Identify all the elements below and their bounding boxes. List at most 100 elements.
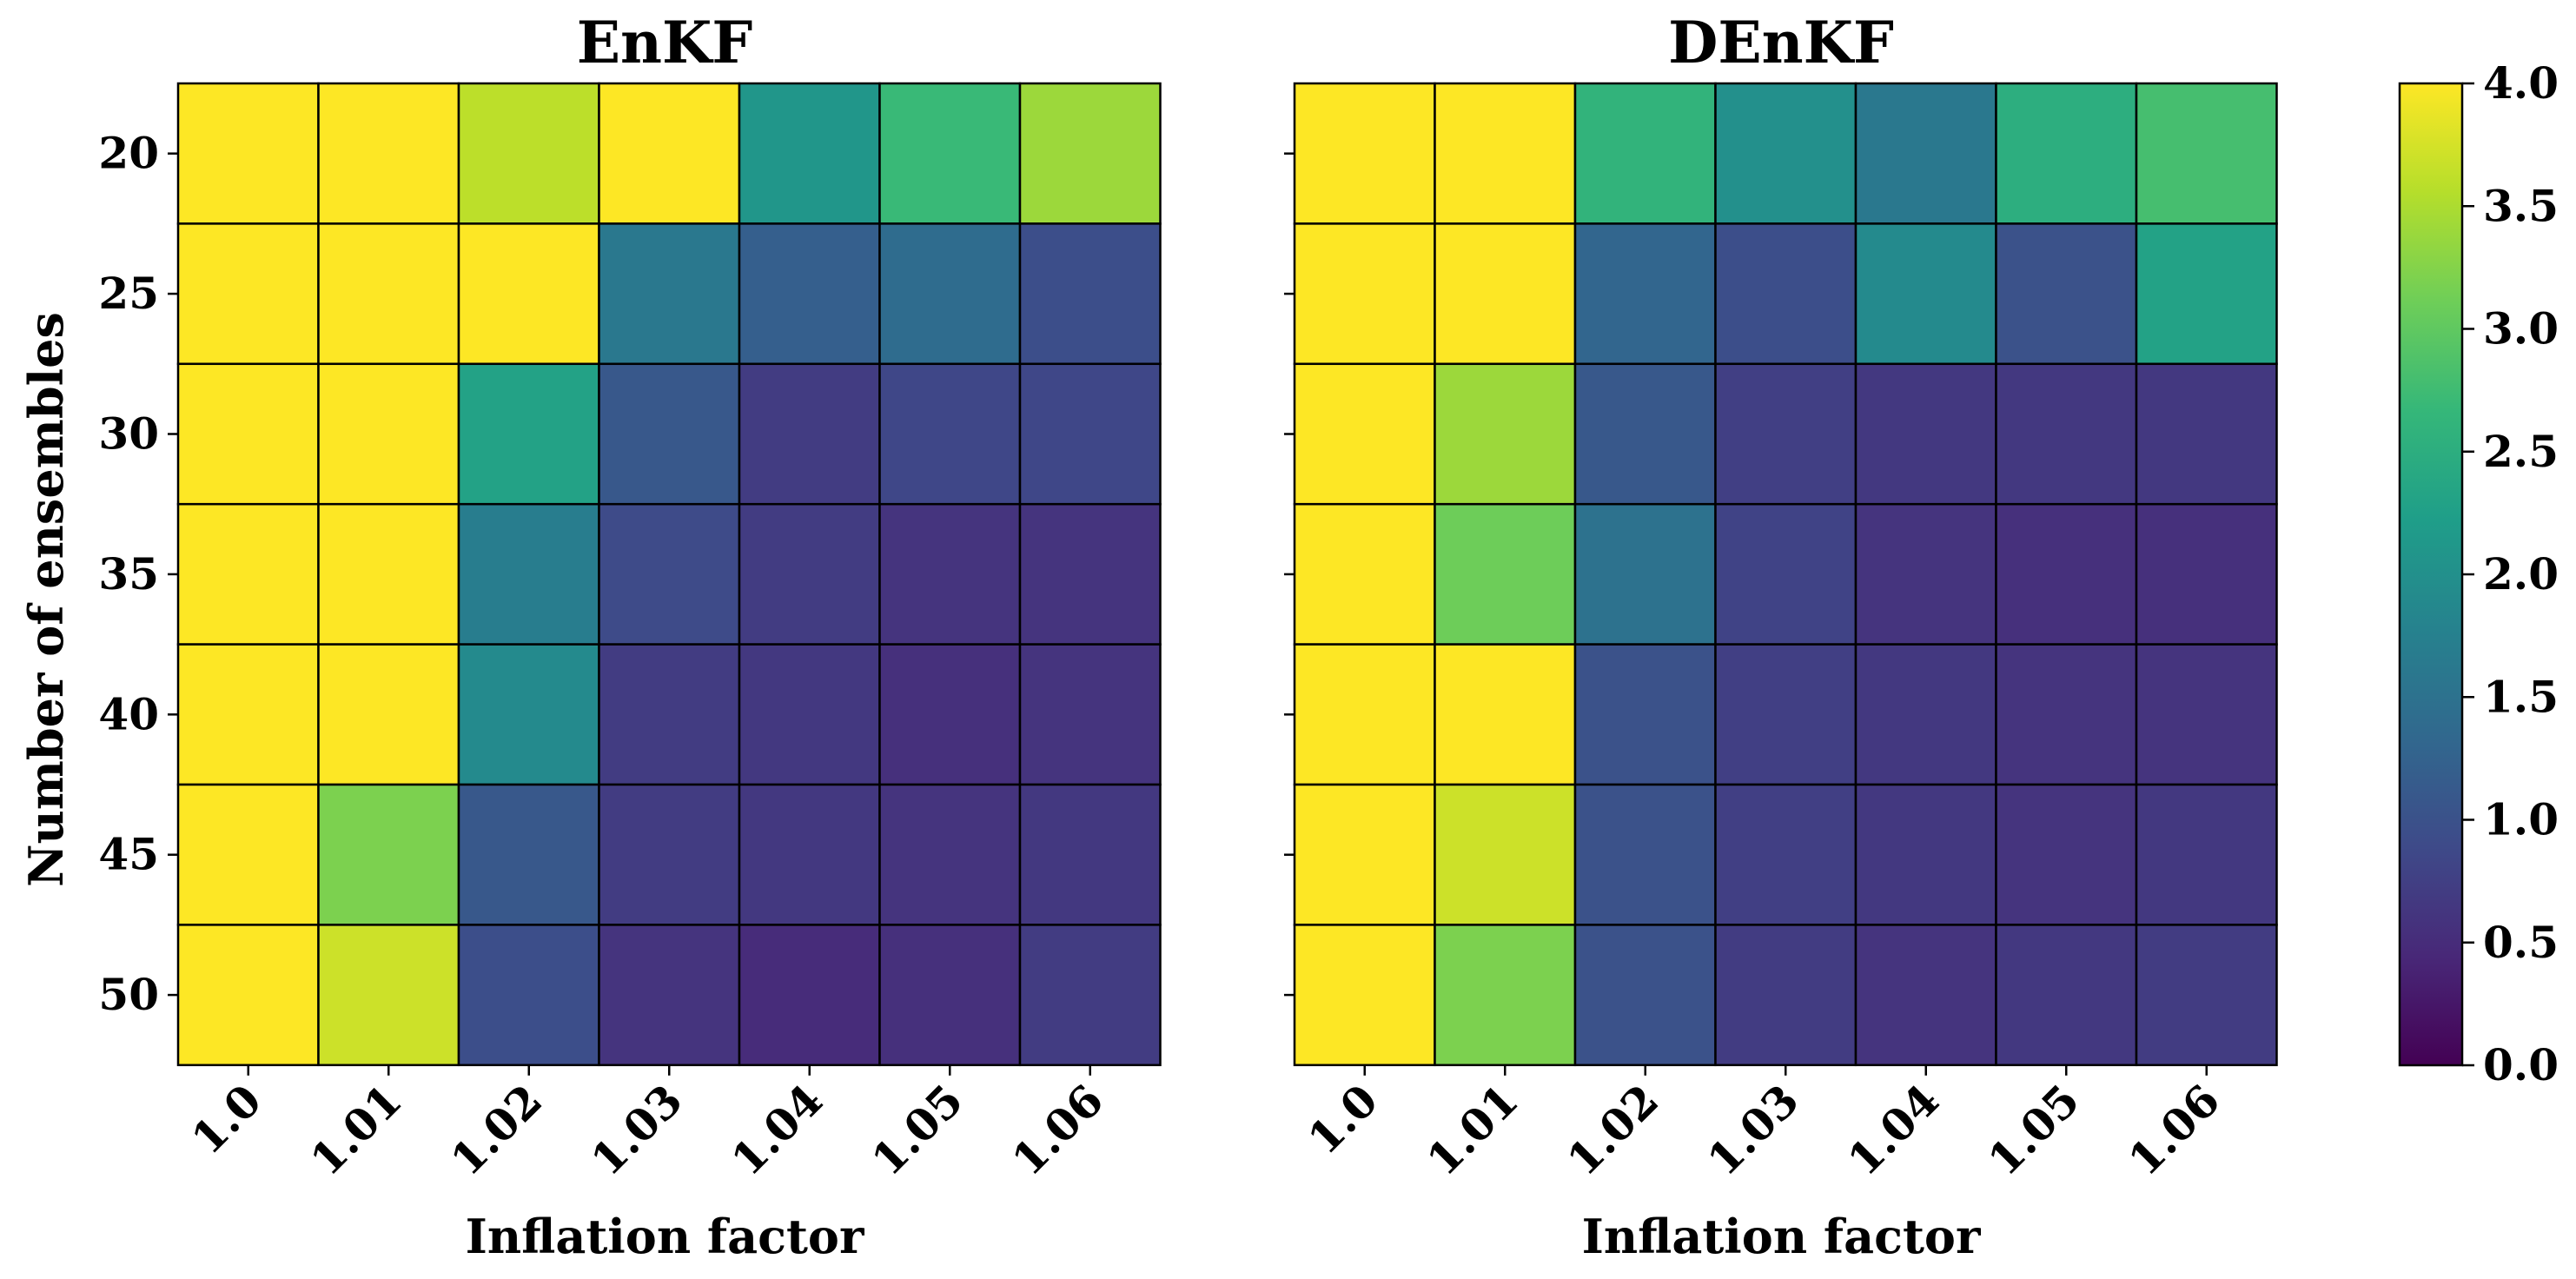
heatmap-cell: [176, 643, 320, 786]
heatmap-cell: [1434, 82, 1577, 225]
heatmap-cell: [598, 924, 741, 1067]
colorbar-tick-label: 1.0: [2483, 794, 2559, 845]
heatmap-cell: [1434, 222, 1577, 366]
x-tick-label: 1.03: [1698, 1075, 1809, 1186]
heatmap-cells: [1293, 82, 2278, 1067]
y-tick-label: 25: [98, 268, 159, 319]
heatmap-cell: [738, 82, 881, 225]
heatmap-cell: [2135, 82, 2278, 225]
heatmap-cell: [1018, 643, 1162, 786]
x-tick-label: 1.02: [440, 1075, 552, 1186]
colorbar-tick-label: 0.0: [2483, 1039, 2559, 1090]
heatmap-cell: [1434, 643, 1577, 786]
heatmap-cell: [2135, 783, 2278, 926]
heatmap-cell: [1995, 82, 2138, 225]
heatmap-cell: [457, 643, 600, 786]
x-tick-label: 1.06: [1002, 1075, 1113, 1186]
heatmap-cell: [1573, 924, 1717, 1067]
heatmap-cell: [1714, 924, 1858, 1067]
heatmap-cell: [317, 502, 460, 646]
x-axis-ticks: 1.0 1.01 1.02 1.03 1.04 1.05 1.06: [182, 1064, 1113, 1186]
heatmap-cell: [598, 222, 741, 366]
heatmap-cell: [1573, 82, 1717, 225]
heatmap-cell: [1854, 643, 1997, 786]
y-tick-label: 35: [98, 548, 159, 600]
heatmap-cell: [1854, 82, 1997, 225]
y-tick-label: 30: [98, 408, 159, 460]
heatmap-cell: [878, 502, 1022, 646]
heatmap-cell: [1293, 222, 1436, 366]
heatmap-cell: [1573, 222, 1717, 366]
heatmap-cell: [457, 502, 600, 646]
heatmap-cell: [1293, 362, 1436, 506]
heatmap-cell: [598, 502, 741, 646]
heatmap-cell: [457, 82, 600, 225]
x-tick-label: 1.01: [301, 1075, 412, 1186]
x-axis-label: Inflation factor: [1582, 1209, 1981, 1264]
heatmap-cell: [176, 924, 320, 1067]
heatmap-cell: [1018, 924, 1162, 1067]
heatmap-cell: [2135, 502, 2278, 646]
colorbar-tick-label: 0.5: [2483, 917, 2559, 968]
heatmap-cell: [1434, 502, 1577, 646]
heatmap-cell: [457, 924, 600, 1067]
heatmap-cell: [1434, 924, 1577, 1067]
heatmap-cell: [1854, 502, 1997, 646]
heatmap-cell: [1995, 362, 2138, 506]
y-tick-label: 50: [98, 969, 159, 1020]
heatmap-cell: [2135, 924, 2278, 1067]
y-axis-label: Number of ensembles: [18, 312, 74, 887]
heatmap-cell: [738, 783, 881, 926]
heatmap-cell: [2135, 643, 2278, 786]
y-tick-label: 45: [98, 829, 159, 880]
colorbar-ticks: 0.0 0.5 1.0 1.5 2.0 2.5 3.0 3.5 4.0: [2462, 57, 2559, 1090]
heatmap-cell: [1995, 643, 2138, 786]
heatmap-cell: [317, 643, 460, 786]
heatmap-cell: [1573, 783, 1717, 926]
heatmap-cell: [1854, 783, 1997, 926]
heatmap-cell: [1434, 362, 1577, 506]
x-tick-label: 1.01: [1417, 1075, 1528, 1186]
heatmap-cell: [317, 783, 460, 926]
heatmap-cell: [317, 222, 460, 366]
colorbar-tick-label: 3.5: [2483, 180, 2559, 231]
heatmap-cell: [1995, 502, 2138, 646]
heatmap-cell: [457, 783, 600, 926]
heatmap-cells: [176, 82, 1162, 1067]
heatmap-cell: [1995, 924, 2138, 1067]
heatmap-cell: [1714, 643, 1858, 786]
colorbar-tick-label: 2.0: [2483, 548, 2559, 600]
heatmap-cell: [317, 924, 460, 1067]
heatmap-cell: [176, 502, 320, 646]
heatmap-cell: [2135, 362, 2278, 506]
heatmap-cell: [878, 643, 1022, 786]
heatmap-cell: [1714, 502, 1858, 646]
x-tick-label: 1.04: [721, 1075, 832, 1186]
heatmap-cell: [1018, 222, 1162, 366]
x-tick-label: 1.0: [1298, 1075, 1387, 1164]
heatmap-cell: [738, 222, 881, 366]
heatmap-cell: [1573, 362, 1717, 506]
heatmap-cell: [878, 82, 1022, 225]
heatmap-cell: [1018, 82, 1162, 225]
heatmap-cell: [1854, 924, 1997, 1067]
heatmap-cell: [1434, 783, 1577, 926]
heatmap-cell: [1995, 222, 2138, 366]
colorbar-tick-label: 4.0: [2483, 57, 2559, 109]
heatmap-cell: [1018, 362, 1162, 506]
heatmap-cell: [598, 82, 741, 225]
heatmap-cell: [1854, 362, 1997, 506]
y-axis-ticks: 20 25 30 35 40 45 50: [98, 128, 178, 1020]
colorbar-gradient: [2398, 82, 2464, 1067]
x-tick-label: 1.05: [862, 1075, 973, 1186]
heatmap-cell: [176, 783, 320, 926]
heatmap-cell: [457, 222, 600, 366]
heatmap-cell: [878, 924, 1022, 1067]
x-tick-label: 1.04: [1838, 1075, 1949, 1186]
colorbar: 0.0 0.5 1.0 1.5 2.0 2.5 3.0 3.5 4.0: [2398, 57, 2559, 1090]
heatmap-cell: [1293, 643, 1436, 786]
heatmap-cell: [1293, 783, 1436, 926]
heatmap-panel-enkf: EnKF 1.0 1.01 1.02 1.03 1.04 1.05 1.06 20 25 30 3…: [18, 9, 1162, 1264]
chart-title: DEnKF: [1668, 9, 1894, 76]
